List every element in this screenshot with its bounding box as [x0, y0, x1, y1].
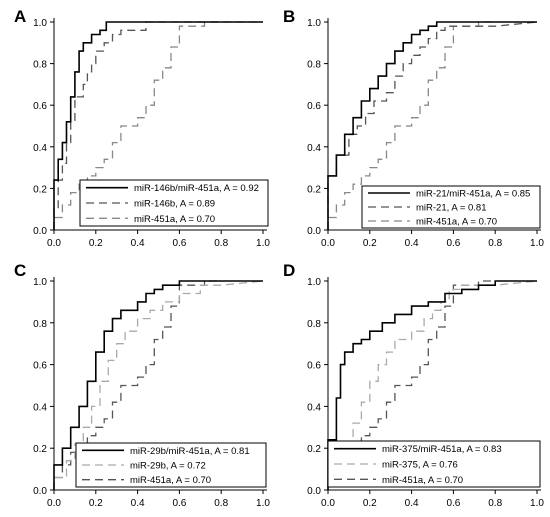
y-tick-label: 0.0: [33, 226, 47, 237]
y-tick-label: 0.2: [307, 444, 321, 455]
legend-label: miR-21, A = 0.81: [416, 203, 487, 214]
roc-curve: [327, 280, 538, 490]
y-tick-label: 1.0: [33, 277, 47, 288]
panel-label: A: [14, 7, 26, 26]
x-tick-label: 0.2: [363, 238, 377, 249]
legend-label: miR-451a, A = 0.70: [416, 217, 497, 228]
x-tick-label: 0.4: [131, 238, 145, 249]
legend-label: miR-146b/miR-451a, A = 0.92: [134, 183, 259, 194]
x-tick-label: 1.0: [530, 498, 544, 509]
x-tick-label: 0.0: [47, 498, 61, 509]
y-tick-label: 0.4: [307, 143, 321, 154]
y-tick-label: 0.8: [33, 60, 47, 71]
legend-label: miR-451a, A = 0.70: [382, 475, 463, 486]
legend-label: miR-146b, A = 0.89: [134, 199, 215, 210]
roc-panel-b: B 0.0 0.2 0.4 0.6 0.8 1.0 0.0 0.2 0.4 0.6 0.8 1.0 miR…: [283, 7, 544, 249]
y-tick-label: 0.6: [307, 361, 321, 372]
legend: miR-29b/miR-451a, A = 0.81 miR-29b, A = 0…: [75, 442, 267, 488]
y-tick-label: 0.2: [33, 184, 47, 195]
panel-label: B: [283, 7, 295, 26]
legend-label: miR-451a, A = 0.70: [130, 475, 211, 486]
y-tick-label: 1.0: [307, 277, 321, 288]
x-tick-label: 0.0: [321, 498, 335, 509]
y-tick-label: 0.8: [307, 60, 321, 71]
legend-label: miR-451a, A = 0.70: [134, 214, 215, 225]
y-tick-label: 0.4: [33, 143, 47, 154]
x-tick-label: 0.6: [446, 498, 460, 509]
x-tick-label: 0.6: [446, 238, 460, 249]
x-tick-label: 0.6: [172, 238, 186, 249]
x-tick-label: 0.6: [172, 498, 186, 509]
legend-label: miR-375/miR-451a, A = 0.83: [382, 444, 502, 455]
x-tick-label: 0.2: [363, 498, 377, 509]
roc-curve: [53, 280, 264, 490]
y-tick-label: 0.6: [33, 101, 47, 112]
x-tick-label: 0.2: [89, 498, 103, 509]
y-tick-label: 0.0: [33, 486, 47, 497]
roc-panel-d: D 0.0 0.2 0.4 0.6 0.8 1.0 0.0 0.2 0.4 0.6 0.8 1.0 miR…: [283, 261, 544, 509]
roc-panel-a: A 0.0 0.2 0.4 0.6 0.8 1.0 0.0 0.2 0.4 0.6 0.8 1.0 miR…: [14, 7, 270, 249]
legend-label: miR-21/miR-451a, A = 0.85: [416, 189, 530, 200]
y-tick-label: 1.0: [33, 18, 47, 29]
y-tick-label: 0.4: [307, 402, 321, 413]
x-tick-label: 0.4: [405, 238, 419, 249]
y-tick-label: 0.0: [307, 226, 321, 237]
roc-curve: [53, 21, 222, 230]
x-tick-label: 1.0: [256, 498, 270, 509]
y-tick-label: 1.0: [307, 18, 321, 29]
legend: miR-146b/miR-451a, A = 0.92 miR-146b, A =…: [79, 179, 269, 227]
x-tick-label: 0.0: [47, 238, 61, 249]
legend: miR-375/miR-451a, A = 0.83 miR-375, A = 0…: [327, 440, 541, 488]
roc-curve: [53, 21, 263, 230]
y-tick-label: 0.6: [33, 361, 47, 372]
x-tick-label: 0.8: [214, 238, 228, 249]
y-tick-label: 0.0: [307, 486, 321, 497]
y-tick-label: 0.2: [307, 184, 321, 195]
roc-curve: [327, 280, 537, 490]
x-tick-label: 0.8: [488, 238, 502, 249]
legend-label: miR-375, A = 0.76: [382, 460, 458, 471]
legend-label: miR-29b/miR-451a, A = 0.81: [130, 446, 250, 457]
panel-label: C: [14, 261, 26, 280]
roc-curve: [327, 21, 496, 230]
y-tick-label: 0.6: [307, 101, 321, 112]
roc-curve: [53, 21, 263, 230]
x-tick-label: 0.8: [214, 498, 228, 509]
roc-curve: [53, 280, 263, 490]
x-tick-label: 0.2: [89, 238, 103, 249]
y-tick-label: 0.4: [33, 402, 47, 413]
x-tick-label: 1.0: [256, 238, 270, 249]
y-tick-label: 0.8: [33, 319, 47, 330]
legend-label: miR-29b, A = 0.72: [130, 461, 206, 472]
x-tick-label: 0.4: [405, 498, 419, 509]
x-tick-label: 1.0: [530, 238, 544, 249]
panel-label: D: [283, 261, 295, 280]
roc-curve: [327, 21, 538, 230]
y-tick-label: 0.8: [307, 319, 321, 330]
y-tick-label: 0.2: [33, 444, 47, 455]
roc-panel-c: C 0.0 0.2 0.4 0.6 0.8 1.0 0.0 0.2 0.4 0.6 0.8 1.0 miR…: [14, 261, 270, 509]
x-tick-label: 0.8: [488, 498, 502, 509]
legend: miR-21/miR-451a, A = 0.85 miR-21, A = 0.8…: [361, 185, 541, 229]
x-tick-label: 0.0: [321, 238, 335, 249]
x-tick-label: 0.4: [131, 498, 145, 509]
roc-curve: [327, 21, 537, 230]
legend-box: [79, 179, 269, 227]
